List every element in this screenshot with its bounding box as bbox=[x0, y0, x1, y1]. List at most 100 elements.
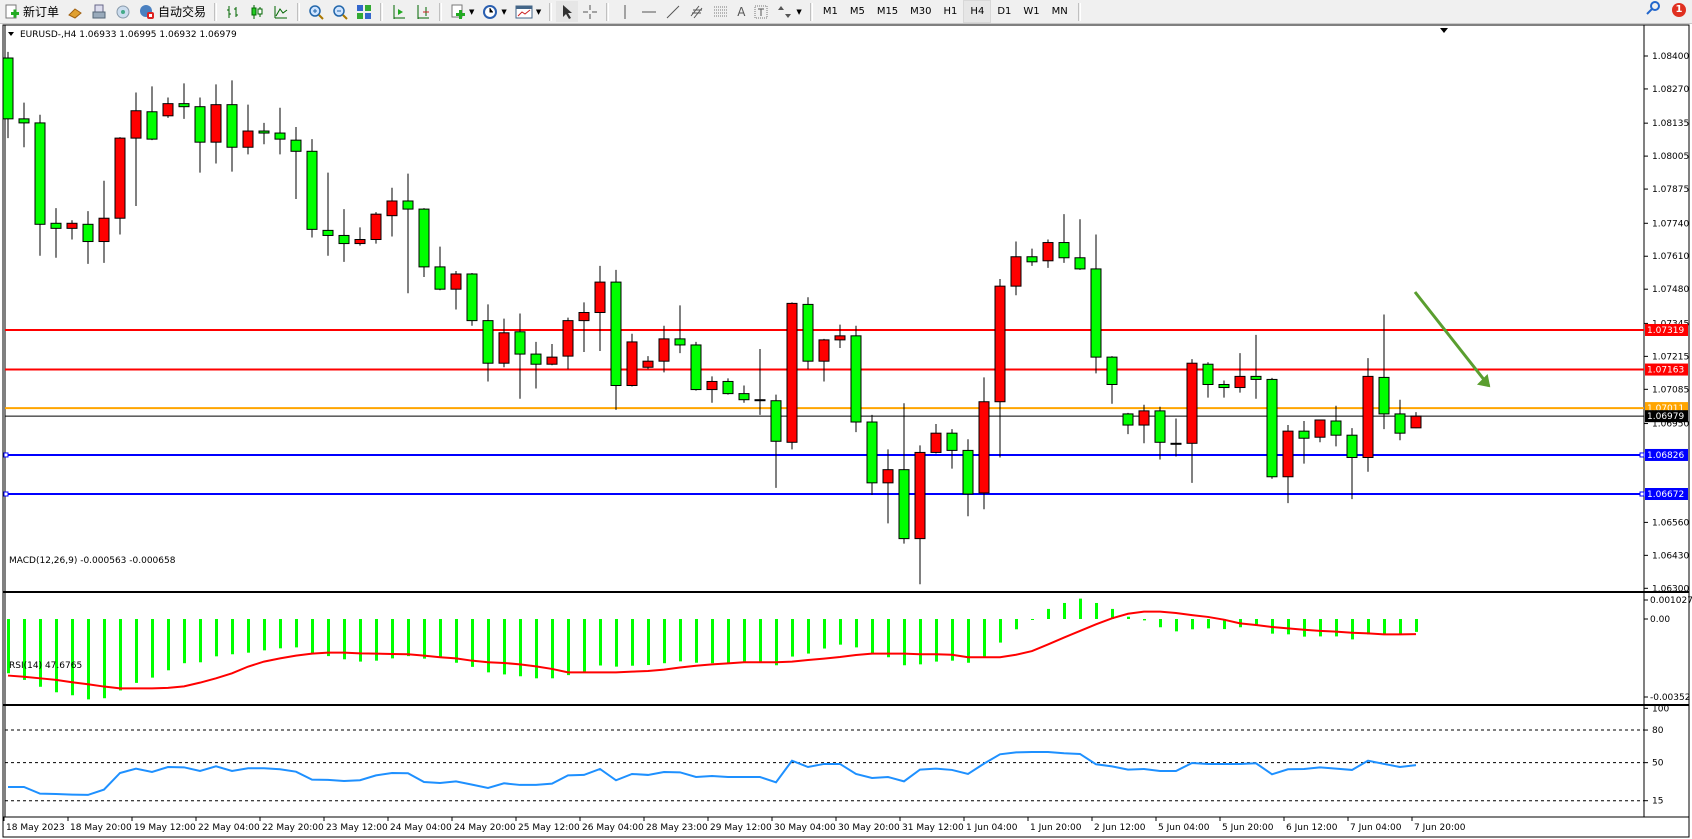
macd-histogram-bar bbox=[327, 619, 330, 657]
line-handle[interactable] bbox=[3, 452, 9, 458]
chart-shift-button[interactable] bbox=[411, 1, 435, 22]
tile-windows-button[interactable] bbox=[352, 1, 376, 22]
candle bbox=[306, 139, 318, 238]
line-chart-button[interactable] bbox=[269, 1, 293, 22]
candle bbox=[482, 304, 494, 382]
macd-label: MACD(12,26,9) -0.000563 -0.000658 bbox=[9, 556, 176, 566]
candle bbox=[1362, 358, 1374, 472]
crosshair-button[interactable] bbox=[578, 1, 602, 22]
timeframe-m1[interactable]: M1 bbox=[822, 6, 838, 17]
candle-body bbox=[562, 320, 574, 357]
equidistant-channel-button[interactable] bbox=[685, 1, 709, 22]
chart-shift-marker[interactable] bbox=[1440, 28, 1448, 33]
time-tick-label: 19 May 12:00 bbox=[134, 823, 196, 833]
line-handle[interactable] bbox=[1639, 491, 1645, 497]
zoom-in-button[interactable] bbox=[304, 1, 328, 22]
candle bbox=[338, 209, 350, 262]
candle-body bbox=[114, 137, 126, 219]
candle-body bbox=[1314, 419, 1326, 438]
price-level-label: 1.06672 bbox=[1647, 490, 1684, 500]
arrows-button[interactable]: ▼ bbox=[773, 1, 805, 22]
timeframe-mn[interactable]: MN bbox=[1051, 6, 1068, 17]
macd-histogram-bar bbox=[551, 619, 554, 679]
price-tick-label: 1.07215 bbox=[1652, 352, 1689, 362]
macd-histogram-bar bbox=[1223, 619, 1226, 630]
candle-body bbox=[642, 360, 654, 368]
timeframe-m30[interactable]: M30 bbox=[910, 6, 932, 17]
candle bbox=[2, 51, 14, 139]
candle bbox=[194, 97, 206, 173]
candle-body bbox=[242, 130, 254, 148]
line-handle[interactable] bbox=[1639, 452, 1645, 458]
candle bbox=[466, 272, 478, 326]
macd-histogram-bar bbox=[423, 619, 426, 659]
zoom-out-button[interactable] bbox=[328, 1, 352, 22]
candlestick-series bbox=[2, 51, 1422, 585]
macd-histogram-bar bbox=[1207, 619, 1210, 629]
price-tick-label: 1.08400 bbox=[1652, 52, 1689, 62]
price-tick-label: 1.08270 bbox=[1652, 85, 1689, 95]
macd-histogram-bar bbox=[375, 619, 378, 661]
market-watch-button[interactable] bbox=[63, 1, 87, 22]
candle-body bbox=[818, 339, 830, 362]
candle bbox=[114, 137, 126, 235]
price-tick-label: 1.06560 bbox=[1652, 518, 1689, 528]
candle bbox=[1266, 377, 1278, 479]
macd-histogram-bar bbox=[1047, 608, 1050, 619]
signals-button[interactable] bbox=[111, 1, 135, 22]
timeframe-m5[interactable]: M5 bbox=[849, 6, 865, 17]
chart-window[interactable]: 1.08400 1.08270 1.08135 1.08005 1.07875 1.077… bbox=[0, 24, 1692, 839]
bar-chart-button[interactable] bbox=[221, 1, 245, 22]
macd-histogram-bar bbox=[807, 619, 810, 654]
candle bbox=[450, 270, 462, 310]
timeframe-h4[interactable]: H4 bbox=[963, 0, 992, 23]
timeframe-d1[interactable]: D1 bbox=[997, 6, 1012, 17]
text-label-button[interactable] bbox=[749, 1, 773, 22]
price-tick-label: 1.07740 bbox=[1652, 219, 1689, 229]
trend-arrow[interactable] bbox=[1413, 291, 1491, 387]
templates-button[interactable]: ▼ bbox=[511, 1, 545, 22]
data-window-button[interactable] bbox=[87, 1, 111, 22]
auto-trading-button[interactable]: 自动交易 bbox=[135, 1, 210, 22]
text-button[interactable]: A bbox=[733, 1, 749, 22]
chevron-down-icon: ▼ bbox=[796, 7, 802, 16]
candle-body bbox=[146, 111, 158, 140]
candle bbox=[930, 424, 942, 454]
search-icon[interactable] bbox=[1646, 1, 1660, 18]
macd-histogram-bar bbox=[231, 619, 234, 655]
timeframe-h1[interactable]: H1 bbox=[943, 6, 958, 17]
macd-histogram-bar bbox=[1399, 619, 1402, 634]
macd-histogram-bar bbox=[1303, 619, 1306, 637]
candle-body bbox=[482, 320, 494, 364]
vertical-line-button[interactable] bbox=[613, 1, 637, 22]
macd-histogram-bar bbox=[1031, 619, 1034, 620]
candle-body bbox=[1010, 256, 1022, 287]
price-level-tag bbox=[1645, 363, 1688, 376]
candle bbox=[642, 356, 654, 370]
line-handle[interactable] bbox=[3, 491, 9, 497]
candle-body bbox=[1378, 376, 1390, 415]
candle bbox=[690, 341, 702, 391]
candle-body bbox=[930, 432, 942, 453]
trendline-button[interactable] bbox=[661, 1, 685, 22]
periods-button[interactable]: ▼ bbox=[478, 1, 510, 22]
candlestick-button[interactable] bbox=[245, 1, 269, 22]
auto-scroll-button[interactable] bbox=[387, 1, 411, 22]
indicators-button[interactable]: ▼ bbox=[446, 1, 478, 22]
new-order-button[interactable]: 新订单 bbox=[0, 1, 63, 22]
toolbar-separator bbox=[606, 2, 610, 21]
candle-body bbox=[530, 353, 542, 365]
candle bbox=[802, 297, 814, 370]
candle bbox=[850, 325, 862, 433]
timeframe-w1[interactable]: W1 bbox=[1023, 6, 1040, 17]
horizontal-line-button[interactable] bbox=[637, 1, 661, 22]
candle-body bbox=[786, 302, 798, 443]
macd-axis-label: -0.00352 bbox=[1650, 693, 1690, 703]
chart-shift-icon bbox=[415, 4, 431, 20]
candle-body bbox=[18, 118, 30, 124]
dropdown-triangle-icon[interactable] bbox=[8, 32, 14, 36]
notification-badge[interactable]: 1 bbox=[1672, 2, 1686, 17]
timeframe-m15[interactable]: M15 bbox=[876, 6, 899, 17]
fibonacci-button[interactable] bbox=[709, 1, 733, 22]
cursor-button[interactable] bbox=[556, 1, 579, 22]
